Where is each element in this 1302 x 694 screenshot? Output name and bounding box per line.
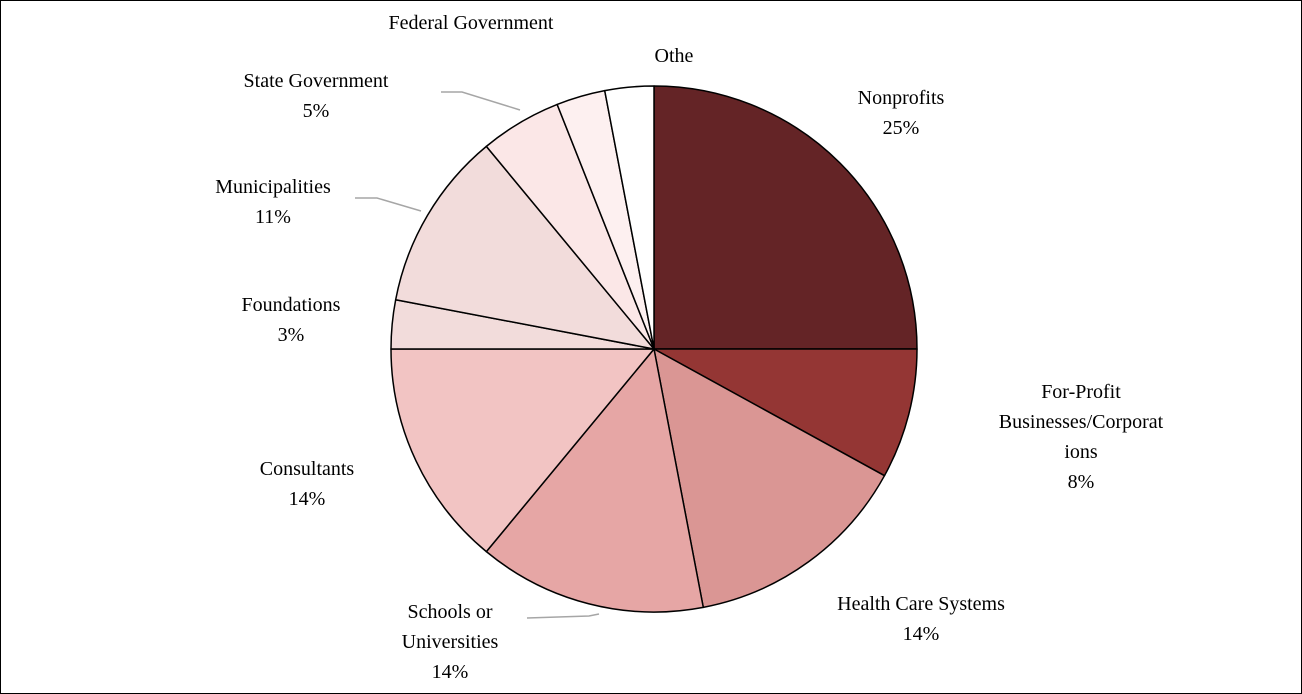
data-label-schools-or-universities: Schools or Universities 14% xyxy=(402,601,499,683)
pie-slice-health-care-systems xyxy=(653,348,886,609)
leader-line xyxy=(441,91,521,111)
pie-slice-for-profit-businesses-corporations xyxy=(653,348,918,477)
data-label-municipalities: Municipalities 11% xyxy=(215,176,331,228)
pie-slice-othe xyxy=(603,85,655,350)
data-label-for-profit-businesses-corporations: For-Profit Businesses/Corporat ions 8% xyxy=(999,381,1164,493)
leader-line xyxy=(355,197,422,212)
data-label-federal-government: Federal Government xyxy=(389,12,554,34)
data-label-othe: Othe xyxy=(655,45,694,67)
pie-slice-nonprofits xyxy=(653,85,918,350)
pie-slice-municipalities xyxy=(394,145,655,350)
leader-line xyxy=(526,613,600,619)
data-label-nonprofits: Nonprofits 25% xyxy=(858,87,945,139)
pie-slice-schools-or-universities xyxy=(485,348,705,613)
data-label-consultants: Consultants 14% xyxy=(260,458,355,510)
data-label-health-care-systems: Health Care Systems 14% xyxy=(837,593,1005,645)
data-label-foundations: Foundations 3% xyxy=(242,294,341,346)
pie-slice-consultants xyxy=(390,348,655,553)
data-label-state-government: State Government 5% xyxy=(244,70,389,122)
